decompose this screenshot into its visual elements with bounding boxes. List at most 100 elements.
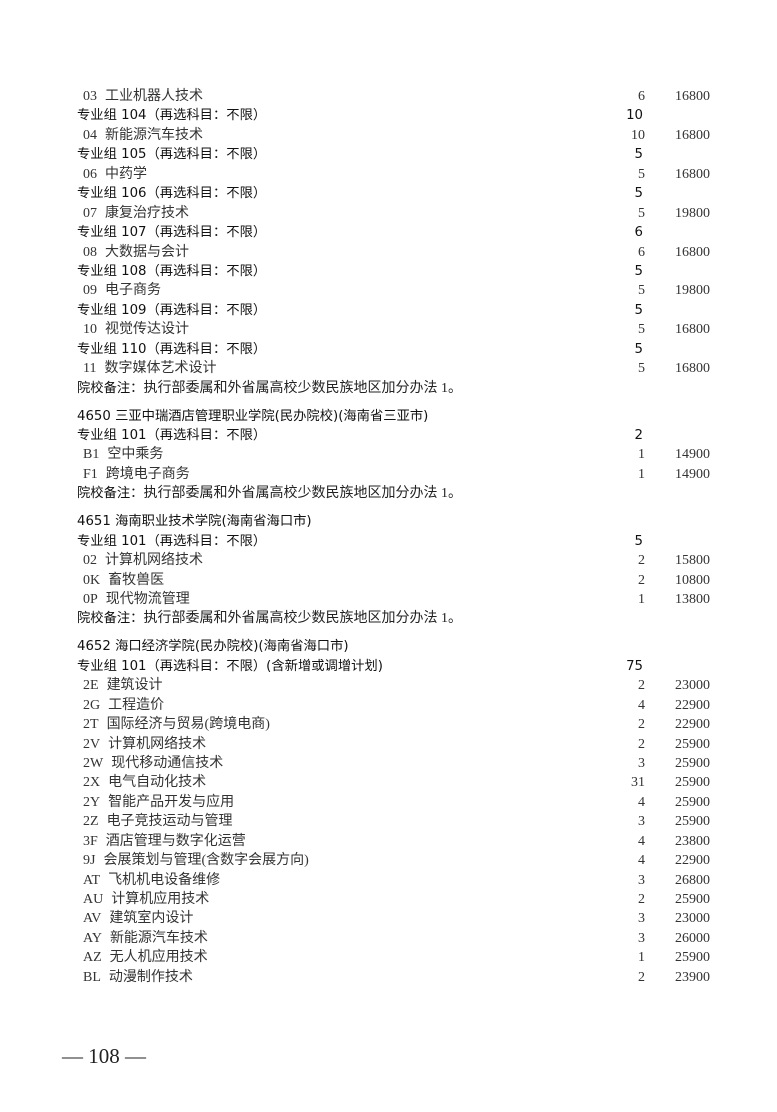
tuition-fee: 26000 bbox=[675, 930, 710, 946]
major-label: 2Y 智能产品开发与应用 bbox=[83, 793, 234, 812]
group-plan-count: 5 bbox=[634, 147, 643, 163]
major-name: 计算机网络技术 bbox=[108, 736, 207, 752]
major-group-row: 专业组 107（再选科目：不限） 6 bbox=[77, 223, 717, 242]
plan-count: 6 bbox=[638, 244, 645, 260]
major-name: 电子竞技运动与管理 bbox=[106, 814, 233, 830]
tuition-fee: 16800 bbox=[675, 89, 710, 104]
tuition-fee: 19800 bbox=[675, 283, 710, 299]
major-name: 智能产品开发与应用 bbox=[108, 794, 235, 810]
major-label: 09 电子商务 bbox=[83, 281, 161, 300]
major-group-label: 专业组 104（再选科目：不限） bbox=[77, 108, 267, 124]
remark-text: 执行部委属和外省属高校少数民族地区加分办法 1。 bbox=[143, 486, 462, 502]
major-group-label: 专业组 101（再选科目：不限） bbox=[77, 533, 267, 549]
plan-count: 1 bbox=[638, 591, 645, 607]
major-name: 视觉传达设计 bbox=[105, 322, 189, 338]
plan-count: 3 bbox=[638, 872, 645, 888]
major-row: 11 数字媒体艺术设计 5 16800 bbox=[77, 359, 717, 378]
group-plan-count: 5 bbox=[634, 186, 643, 202]
school-heading: 4650 三亚中瑞酒店管理职业学院(民办院校)(海南省三亚市) bbox=[77, 407, 717, 426]
tuition-fee: 14900 bbox=[675, 466, 710, 482]
plan-count: 2 bbox=[638, 717, 645, 733]
major-code: 2V bbox=[83, 736, 101, 752]
tuition-fee: 22900 bbox=[675, 853, 710, 869]
major-label: 2E 建筑设计 bbox=[83, 676, 163, 695]
tuition-fee: 25900 bbox=[675, 775, 710, 791]
major-code: 2T bbox=[83, 717, 99, 733]
major-code: 2G bbox=[83, 697, 101, 713]
major-label: 0K 畜牧兽医 bbox=[83, 571, 164, 590]
major-row: 2G 工程造价 4 22900 bbox=[77, 696, 717, 715]
plan-count: 4 bbox=[638, 697, 645, 713]
major-row: 3F 酒店管理与数字化运营 4 23800 bbox=[77, 832, 717, 851]
major-name: 新能源汽车技术 bbox=[109, 930, 208, 946]
major-label: AV 建筑室内设计 bbox=[83, 909, 193, 928]
major-group-label: 专业组 101（再选科目：不限） bbox=[77, 427, 267, 443]
major-code: B1 bbox=[83, 447, 100, 463]
school-remark: 院校备注：执行部委属和外省属高校少数民族地区加分办法 1。 bbox=[77, 484, 717, 503]
tuition-fee: 16800 bbox=[675, 127, 710, 143]
plan-count: 1 bbox=[638, 950, 645, 966]
major-row: AV 建筑室内设计 3 23000 bbox=[77, 909, 717, 928]
group-plan-count: 5 bbox=[634, 302, 643, 318]
major-label: 2G 工程造价 bbox=[83, 696, 164, 715]
major-group-row: 专业组 104（再选科目：不限） 10 bbox=[77, 106, 717, 125]
major-group-row: 专业组 110（再选科目：不限） 5 bbox=[77, 340, 717, 359]
major-label: 0P 现代物流管理 bbox=[83, 590, 190, 609]
major-label: AU 计算机应用技术 bbox=[83, 890, 209, 909]
school-name: 4652 海口经济学院(民办院校)(海南省海口市) bbox=[77, 639, 349, 655]
major-label: 07 康复治疗技术 bbox=[83, 204, 189, 223]
major-code: 2Z bbox=[83, 814, 99, 830]
major-group-row: 专业组 105（再选科目：不限） 5 bbox=[77, 145, 717, 164]
tuition-fee: 25900 bbox=[675, 736, 710, 752]
major-row: B1 空中乘务 1 14900 bbox=[77, 445, 717, 464]
major-row: 09 电子商务 5 19800 bbox=[77, 281, 717, 300]
major-group-label: 专业组 105（再选科目：不限） bbox=[77, 147, 267, 163]
plan-count: 5 bbox=[638, 166, 645, 182]
major-label: AZ 无人机应用技术 bbox=[83, 948, 208, 967]
group-plan-count: 5 bbox=[634, 341, 643, 357]
major-name: 会展策划与管理(含数字会展方向) bbox=[103, 853, 309, 869]
tuition-fee: 16800 bbox=[675, 322, 710, 338]
major-group-row: 专业组 101（再选科目：不限） 5 bbox=[77, 532, 717, 551]
major-row: 2E 建筑设计 2 23000 bbox=[77, 676, 717, 695]
major-group-row: 专业组 109（再选科目：不限） 5 bbox=[77, 301, 717, 320]
major-row: 10 视觉传达设计 5 16800 bbox=[77, 320, 717, 339]
major-code: 2W bbox=[83, 755, 104, 771]
enrollment-plan-list: 03 工业机器人技术 6 16800 专业组 104（再选科目：不限） 10 04 新能源汽车… bbox=[77, 87, 717, 987]
major-name: 数字媒体艺术设计 bbox=[104, 361, 217, 377]
tuition-fee: 25900 bbox=[675, 794, 710, 810]
major-row: 9J 会展策划与管理(含数字会展方向) 4 22900 bbox=[77, 851, 717, 870]
major-name: 工程造价 bbox=[108, 697, 165, 713]
major-code: 09 bbox=[83, 283, 97, 299]
major-name: 无人机应用技术 bbox=[109, 950, 208, 966]
major-label: 2X 电气自动化技术 bbox=[83, 773, 206, 792]
major-row: 2Y 智能产品开发与应用 4 25900 bbox=[77, 793, 717, 812]
plan-count: 3 bbox=[638, 814, 645, 830]
major-name: 跨境电子商务 bbox=[105, 466, 190, 482]
plan-count: 2 bbox=[638, 969, 645, 985]
major-name: 大数据与会计 bbox=[105, 244, 189, 260]
plan-count: 4 bbox=[638, 853, 645, 869]
school-name: 4651 海南职业技术学院(海南省海口市) bbox=[77, 514, 312, 530]
plan-count: 5 bbox=[638, 283, 645, 299]
tuition-fee: 25900 bbox=[675, 814, 710, 830]
remark-label: 院校备注： bbox=[77, 380, 144, 396]
major-name: 工业机器人技术 bbox=[105, 89, 203, 104]
group-plan-count: 75 bbox=[626, 658, 643, 674]
group-plan-count: 2 bbox=[634, 427, 643, 443]
school-name: 4650 三亚中瑞酒店管理职业学院(民办院校)(海南省三亚市) bbox=[77, 408, 429, 424]
school-remark: 院校备注：执行部委属和外省属高校少数民族地区加分办法 1。 bbox=[77, 379, 717, 398]
major-group-label: 专业组 107（再选科目：不限） bbox=[77, 225, 267, 241]
major-label: 3F 酒店管理与数字化运营 bbox=[83, 832, 246, 851]
major-code: 3F bbox=[83, 833, 98, 849]
major-code: 02 bbox=[83, 553, 97, 569]
tuition-fee: 16800 bbox=[675, 166, 710, 182]
major-code: F1 bbox=[83, 466, 98, 482]
major-label: 06 中药学 bbox=[83, 165, 147, 184]
remark-line: 院校备注：执行部委属和外省属高校少数民族地区加分办法 1。 bbox=[77, 609, 462, 628]
major-row: 08 大数据与会计 6 16800 bbox=[77, 243, 717, 262]
major-row: 0P 现代物流管理 1 13800 bbox=[77, 590, 717, 609]
plan-count: 3 bbox=[638, 755, 645, 771]
major-row: 06 中药学 5 16800 bbox=[77, 165, 717, 184]
major-row: 02 计算机网络技术 2 15800 bbox=[77, 551, 717, 570]
